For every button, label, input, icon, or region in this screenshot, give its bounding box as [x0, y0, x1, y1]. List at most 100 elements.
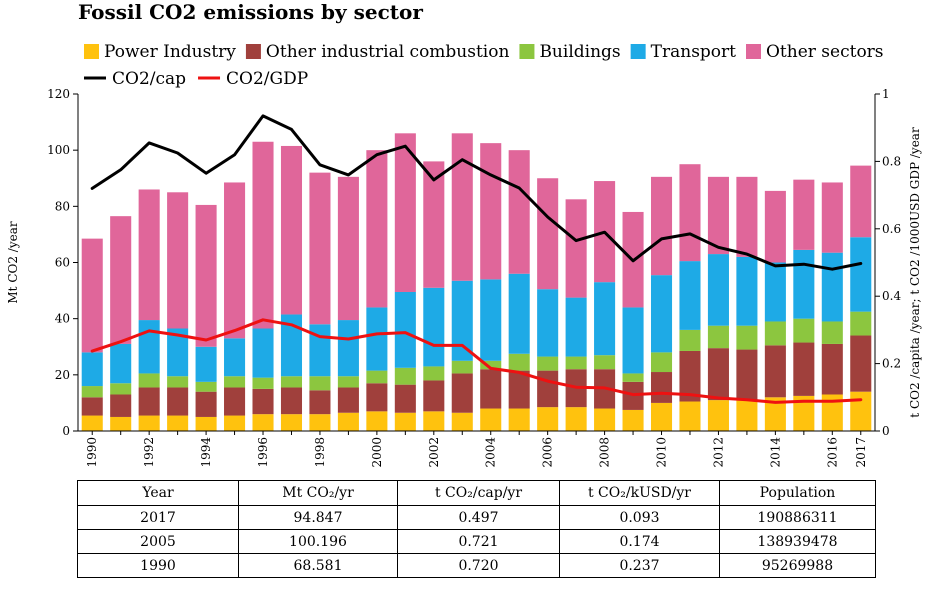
bar-buildings-2004: [480, 360, 502, 370]
bar-other-industrial-combustion-2002: [423, 380, 445, 412]
bar-power-industry-2004: [480, 408, 502, 431]
bar-buildings-1991: [110, 383, 132, 395]
bar-other-sectors-2003: [451, 133, 473, 281]
table-cell: 0.720: [397, 553, 560, 578]
bar-power-industry-2003: [451, 412, 473, 431]
bar-transport-2014: [764, 262, 786, 322]
bar-power-industry-2017: [850, 391, 872, 431]
bar-transport-2009: [622, 307, 644, 374]
bar-other-industrial-combustion-2005: [508, 370, 530, 409]
bar-other-sectors-1993: [167, 192, 189, 329]
bar-transport-1995: [224, 338, 246, 377]
bar-other-industrial-combustion-2012: [707, 348, 729, 401]
table-cell: 100.196: [238, 529, 398, 554]
bar-other-industrial-combustion-1995: [224, 387, 246, 416]
bar-buildings-2010: [650, 352, 673, 373]
x-tick-label: 1998: [313, 437, 327, 468]
bar-other-sectors-1995: [224, 182, 246, 339]
bar-power-industry-1995: [224, 415, 246, 431]
bar-transport-1997: [280, 314, 303, 377]
table-row: 2005 100.196 0.721 0.174 138939478: [77, 529, 876, 554]
bar-transport-2012: [707, 254, 729, 326]
bar-other-industrial-combustion-1993: [167, 387, 189, 416]
table-cell: 2005: [77, 529, 239, 554]
bar-other-industrial-combustion-1998: [309, 390, 331, 415]
table-cell: 2017: [77, 505, 239, 530]
legend: Power Industry Other industrial combustio…: [84, 42, 884, 89]
bar-other-industrial-combustion-1991: [110, 394, 132, 417]
bar-transport-2013: [736, 256, 758, 326]
x-tick-label: 2002: [427, 437, 441, 468]
col-header-year: Year: [77, 480, 239, 506]
bar-power-industry-2009: [622, 409, 644, 431]
bar-other-sectors-1990: [81, 238, 103, 353]
bar-power-industry-2001: [394, 412, 416, 431]
bar-buildings-2009: [622, 373, 644, 382]
line-co2-cap: [90, 114, 863, 271]
bar-transport-2004: [480, 279, 502, 361]
y2-tick-label: 0.2: [882, 357, 901, 371]
bar-other-industrial-combustion-2017: [850, 335, 872, 392]
y-axis-title: Mt CO2 /year: [6, 221, 20, 303]
bar-transport-2017: [850, 237, 872, 312]
bar-buildings-2013: [736, 325, 758, 350]
bar-transport-2015: [793, 249, 815, 319]
legend-swatch-transport: [630, 44, 646, 59]
bar-other-industrial-combustion-2016: [821, 343, 843, 395]
axes: 0 20 40 60 80 100 120 0 0.2 0.4 0.6 0.8 1 1990 1992 199…: [6, 87, 922, 468]
legend-label-co2-gdp: CO2/GDP: [226, 69, 308, 89]
x-tick-label: 1990: [85, 437, 99, 468]
bar-other-industrial-combustion-1990: [81, 397, 103, 416]
bar-power-industry-2005: [508, 408, 530, 431]
bar-other-sectors-2001: [394, 133, 416, 292]
bar-buildings-2014: [764, 321, 786, 346]
col-header-population: Population: [719, 480, 876, 506]
bar-power-industry-1993: [167, 415, 189, 431]
bar-other-industrial-combustion-2010: [650, 372, 673, 403]
bar-other-industrial-combustion-2011: [679, 350, 701, 402]
legend-label-co2-cap: CO2/cap: [112, 69, 186, 89]
bar-buildings-2005: [508, 353, 530, 371]
bar-transport-1999: [337, 320, 359, 377]
bar-power-industry-2011: [679, 401, 701, 431]
bar-other-sectors-2015: [793, 179, 815, 250]
bar-power-industry-1996: [252, 414, 274, 431]
bar-power-industry-2008: [594, 408, 616, 431]
bar-transport-1994: [195, 346, 217, 382]
bar-buildings-2006: [537, 356, 559, 371]
bar-other-sectors-2002: [423, 161, 445, 288]
col-header-mt-co2: Mt CO₂/yr: [238, 480, 398, 506]
bar-other-industrial-combustion-2006: [537, 370, 559, 408]
bar-buildings-2008: [594, 355, 616, 370]
x-tick-label: 1992: [142, 437, 156, 468]
col-header-co2-per-cap: t CO₂/cap/yr: [397, 480, 560, 506]
bar-other-sectors-2010: [650, 176, 673, 276]
bar-other-sectors-2013: [736, 176, 758, 257]
line-co2-gdp: [90, 318, 863, 404]
bar-buildings-1993: [167, 376, 189, 388]
bar-buildings-2016: [821, 321, 843, 344]
bar-power-industry-1997: [280, 414, 303, 431]
bar-other-industrial-combustion-1992: [138, 387, 160, 416]
bar-buildings-2015: [793, 318, 815, 343]
bar-power-industry-1998: [309, 414, 331, 431]
bar-other-sectors-2012: [707, 176, 729, 255]
bar-transport-2008: [594, 282, 616, 356]
table-row: 1990 68.581 0.720 0.237 95269988: [77, 553, 876, 578]
bar-transport-2006: [537, 289, 559, 357]
bar-other-sectors-1994: [195, 204, 217, 347]
bar-transport-1992: [138, 320, 160, 374]
y-tick-label: 80: [55, 199, 70, 213]
legend-label-power-industry: Power Industry: [104, 42, 236, 62]
bar-transport-2010: [650, 275, 673, 353]
emissions-chart: Power Industry Other industrial combustio…: [6, 42, 922, 468]
bar-buildings-2011: [679, 329, 701, 351]
legend-swatch-other-sectors: [746, 44, 761, 59]
bar-other-sectors-1998: [309, 172, 331, 325]
bar-transport-1991: [110, 343, 132, 384]
bar-other-sectors-2011: [679, 164, 701, 262]
bar-power-industry-2010: [650, 402, 673, 431]
y2-tick-label: 0: [882, 424, 890, 438]
legend-swatch-power-industry: [84, 44, 99, 59]
bar-other-sectors-2000: [366, 150, 388, 308]
